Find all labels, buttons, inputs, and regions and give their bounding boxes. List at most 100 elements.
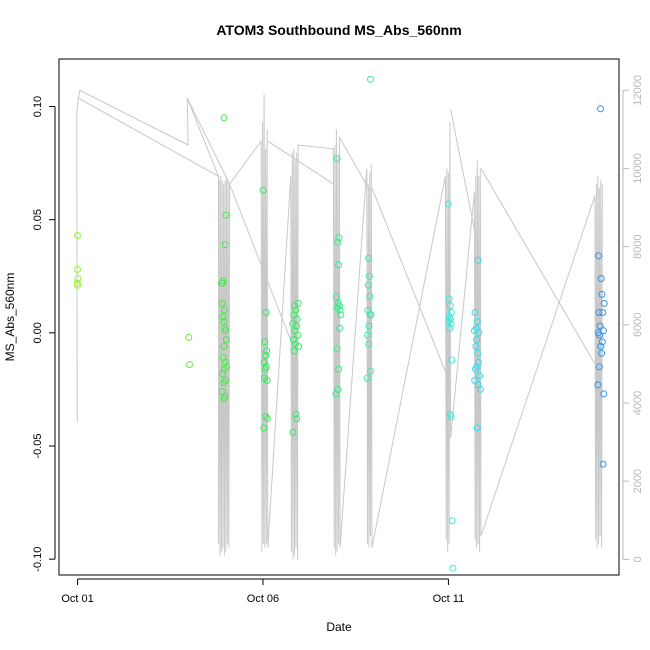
- data-point: [337, 311, 345, 319]
- data-point: [289, 336, 297, 344]
- data-point: [263, 376, 271, 384]
- secondary-y-axis: 0 2000 4000 6000 8000 10000 12000: [622, 75, 644, 562]
- data-point: [220, 114, 228, 122]
- y2-tick-label: 10000: [632, 153, 644, 184]
- data-point: [290, 347, 298, 355]
- data-point: [222, 336, 230, 344]
- y2-tick-label: 12000: [632, 75, 644, 106]
- depth-trace-segment: [338, 136, 371, 193]
- data-point: [363, 374, 371, 382]
- data-point: [222, 327, 229, 335]
- y2-tick-label: 2000: [632, 469, 644, 493]
- data-point: [74, 275, 82, 282]
- y-tick-label: -0.10: [32, 547, 44, 572]
- data-point: [595, 363, 603, 371]
- depth-trace-segment: [78, 97, 219, 177]
- data-point: [474, 349, 482, 357]
- data-point: [476, 385, 484, 393]
- data-point: [473, 336, 481, 344]
- y2-tick-label: 0: [632, 556, 644, 562]
- y-tick-label: 0.10: [32, 96, 44, 117]
- data-point: [597, 275, 605, 282]
- data-point: [220, 379, 228, 387]
- y2-tick-label: 6000: [632, 313, 644, 337]
- data-point: [335, 261, 343, 269]
- data-point: [290, 311, 298, 319]
- depth-trace-segment: [480, 168, 596, 365]
- data-point: [335, 234, 343, 242]
- depth-trace-segment: [229, 183, 292, 341]
- data-point: [597, 342, 605, 350]
- y-axis: -0.10 -0.05 0.00 0.05 0.10: [32, 96, 56, 572]
- data-point: [222, 376, 229, 384]
- depth-trace-segment: [186, 97, 231, 185]
- data-point: [220, 318, 228, 325]
- data-point: [74, 281, 81, 289]
- data-point: [598, 349, 606, 357]
- data-point: [291, 302, 298, 310]
- data-point: [449, 564, 457, 572]
- data-point: [595, 252, 603, 260]
- data-point: [289, 428, 297, 436]
- data-point: [447, 413, 455, 421]
- data-point: [295, 342, 303, 350]
- y-axis-label: MS_Abs_560nm: [3, 273, 17, 362]
- data-point: [74, 266, 81, 273]
- data-point: [472, 365, 479, 373]
- data-point: [261, 338, 269, 346]
- x-tick-label: Oct 01: [61, 593, 93, 605]
- data-point: [470, 327, 478, 335]
- data-point: [219, 354, 227, 362]
- data-point: [364, 281, 372, 289]
- data-point: [474, 358, 482, 366]
- x-tick-label: Oct 06: [247, 593, 279, 605]
- data-point: [185, 333, 193, 341]
- data-point: [367, 311, 375, 319]
- data-point: [218, 279, 226, 287]
- data-point: [220, 395, 228, 402]
- data-point: [332, 390, 340, 398]
- data-point: [446, 302, 454, 310]
- x-axis-label: Date: [326, 620, 352, 634]
- data-point: [219, 370, 226, 378]
- data-point: [475, 329, 483, 337]
- data-point: [336, 306, 344, 314]
- y-tick-label: -0.05: [32, 433, 44, 458]
- data-point: [471, 376, 479, 384]
- data-point: [261, 365, 269, 373]
- y2-tick-label: 4000: [632, 391, 644, 415]
- y-tick-label: 0.05: [32, 209, 44, 230]
- data-point: [74, 232, 81, 239]
- data-point: [444, 200, 452, 208]
- data-point: [474, 256, 482, 264]
- data-point: [596, 322, 604, 330]
- data-point: [598, 290, 606, 298]
- data-point: [220, 306, 228, 314]
- data-point: [471, 309, 479, 316]
- data-point: [594, 381, 602, 389]
- depth-line: [76, 89, 603, 560]
- x-axis: Oct 01 Oct 06 Oct 11: [61, 578, 464, 605]
- data-point: [445, 318, 453, 325]
- data-point: [262, 309, 270, 316]
- y2-tick-label: 8000: [632, 234, 644, 258]
- data-point: [262, 352, 270, 359]
- data-point: [598, 338, 606, 346]
- data-point: [221, 241, 229, 249]
- depth-trace-segment: [267, 140, 334, 185]
- data-point: [334, 238, 342, 246]
- data-point: [292, 322, 300, 330]
- data-points: [73, 75, 608, 572]
- data-point: [336, 324, 344, 332]
- data-point: [263, 415, 271, 423]
- data-point: [218, 299, 226, 307]
- data-point: [292, 306, 300, 314]
- depth-trace-segment: [371, 187, 446, 372]
- data-point: [293, 415, 301, 423]
- data-point: [335, 365, 343, 373]
- data-point: [334, 385, 342, 393]
- data-point: [448, 356, 456, 364]
- data-point: [293, 315, 301, 323]
- data-point: [447, 315, 455, 323]
